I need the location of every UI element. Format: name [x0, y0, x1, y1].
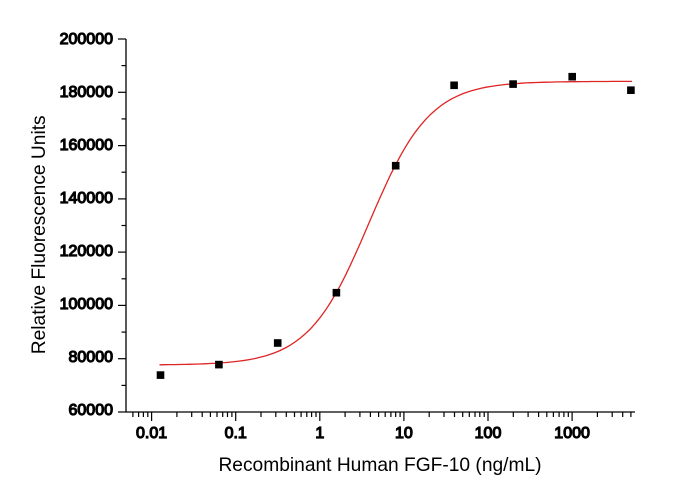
svg-text:0.1: 0.1	[225, 425, 247, 442]
svg-text:180000: 180000	[60, 84, 113, 101]
svg-text:1: 1	[315, 425, 324, 442]
svg-text:160000: 160000	[60, 137, 113, 154]
svg-text:100: 100	[475, 425, 502, 442]
svg-text:1000: 1000	[554, 425, 590, 442]
svg-text:10: 10	[395, 425, 413, 442]
svg-text:100000: 100000	[60, 296, 113, 313]
svg-text:0.01: 0.01	[136, 425, 167, 442]
svg-text:Relative Fluorescence Units: Relative Fluorescence Units	[29, 115, 50, 354]
svg-text:60000: 60000	[69, 402, 114, 419]
svg-text:140000: 140000	[60, 190, 113, 207]
svg-text:120000: 120000	[60, 243, 113, 260]
svg-text:Recombinant Human FGF-10 (ng/m: Recombinant Human FGF-10 (ng/mL)	[218, 455, 541, 476]
svg-text:200000: 200000	[60, 31, 113, 48]
svg-text:80000: 80000	[69, 349, 114, 366]
